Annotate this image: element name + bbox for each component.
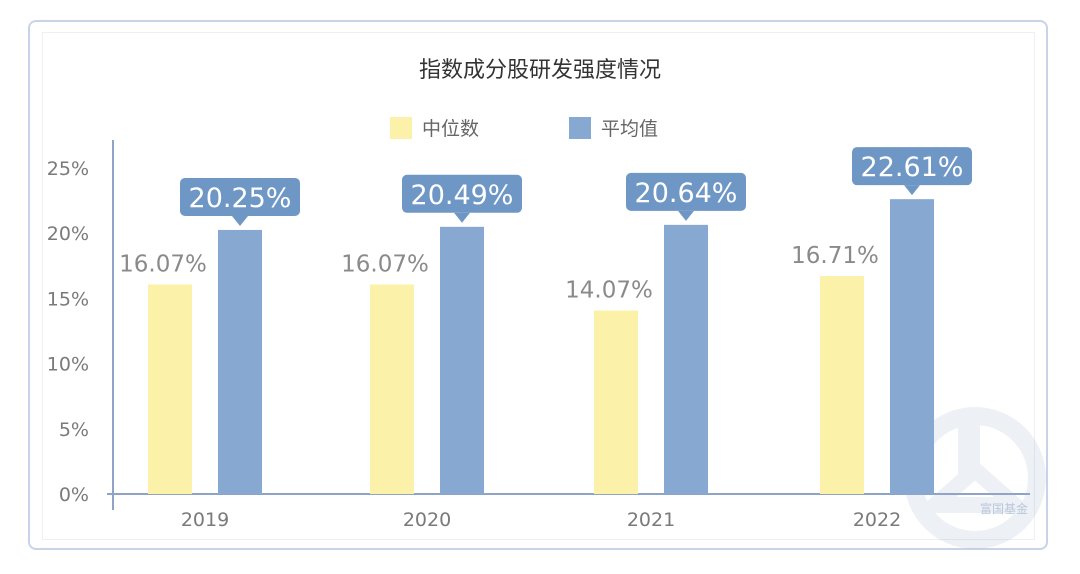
legend-item-mean: 平均值 <box>569 114 658 141</box>
bar-mean-2019 <box>218 229 262 494</box>
chart-frame <box>28 20 1048 550</box>
y-tick-label: 25% <box>47 158 89 180</box>
callout-pointer-mean <box>904 185 920 196</box>
callout-pointer-mean <box>454 212 470 223</box>
callout-pointer-mean <box>232 215 248 226</box>
bar-median-2022 <box>820 276 864 494</box>
data-label-median: 14.07% <box>565 278 653 304</box>
callout-box-mean <box>852 147 972 186</box>
callout-box-mean <box>402 174 522 213</box>
chart-title: 指数成分股研发强度情况 <box>418 58 661 83</box>
data-label-median: 16.71% <box>791 243 879 269</box>
bar-median-2021 <box>594 310 638 494</box>
bar-mean-2022 <box>890 199 934 495</box>
bar-median-2020 <box>370 284 414 494</box>
callout-box-mean <box>626 172 746 211</box>
y-tick-label: 0% <box>59 484 89 506</box>
x-tick-label: 2021 <box>627 509 675 531</box>
callout-pointer-mean <box>678 210 694 221</box>
data-label-mean: 22.61% <box>861 152 964 183</box>
legend-swatch-median <box>390 116 412 139</box>
watermark-text: 富国基金 <box>979 502 1028 516</box>
bar-mean-2020 <box>440 226 484 494</box>
chart-legend: 中位数 平均值 <box>390 114 748 141</box>
callout-box-mean <box>180 177 300 216</box>
x-tick-label: 2019 <box>181 509 229 531</box>
data-label-median: 16.07% <box>341 251 429 277</box>
data-label-mean: 20.64% <box>635 178 738 209</box>
legend-label-mean: 平均值 <box>601 118 659 140</box>
bar-mean-2021 <box>664 224 708 494</box>
data-label-mean: 20.49% <box>411 180 514 211</box>
legend-item-median: 中位数 <box>390 114 479 141</box>
chart-area <box>42 32 1035 540</box>
x-tick-label: 2022 <box>853 509 901 531</box>
legend-label-median: 中位数 <box>422 118 480 140</box>
y-tick-label: 20% <box>47 223 89 245</box>
legend-swatch-mean <box>569 116 592 139</box>
bar-median-2019 <box>148 284 192 494</box>
data-label-mean: 20.25% <box>189 183 292 214</box>
y-tick-label: 15% <box>47 288 89 310</box>
y-tick-label: 10% <box>47 354 89 376</box>
data-label-median: 16.07% <box>119 251 207 277</box>
x-tick-label: 2020 <box>403 509 451 531</box>
y-tick-label: 5% <box>59 419 89 441</box>
